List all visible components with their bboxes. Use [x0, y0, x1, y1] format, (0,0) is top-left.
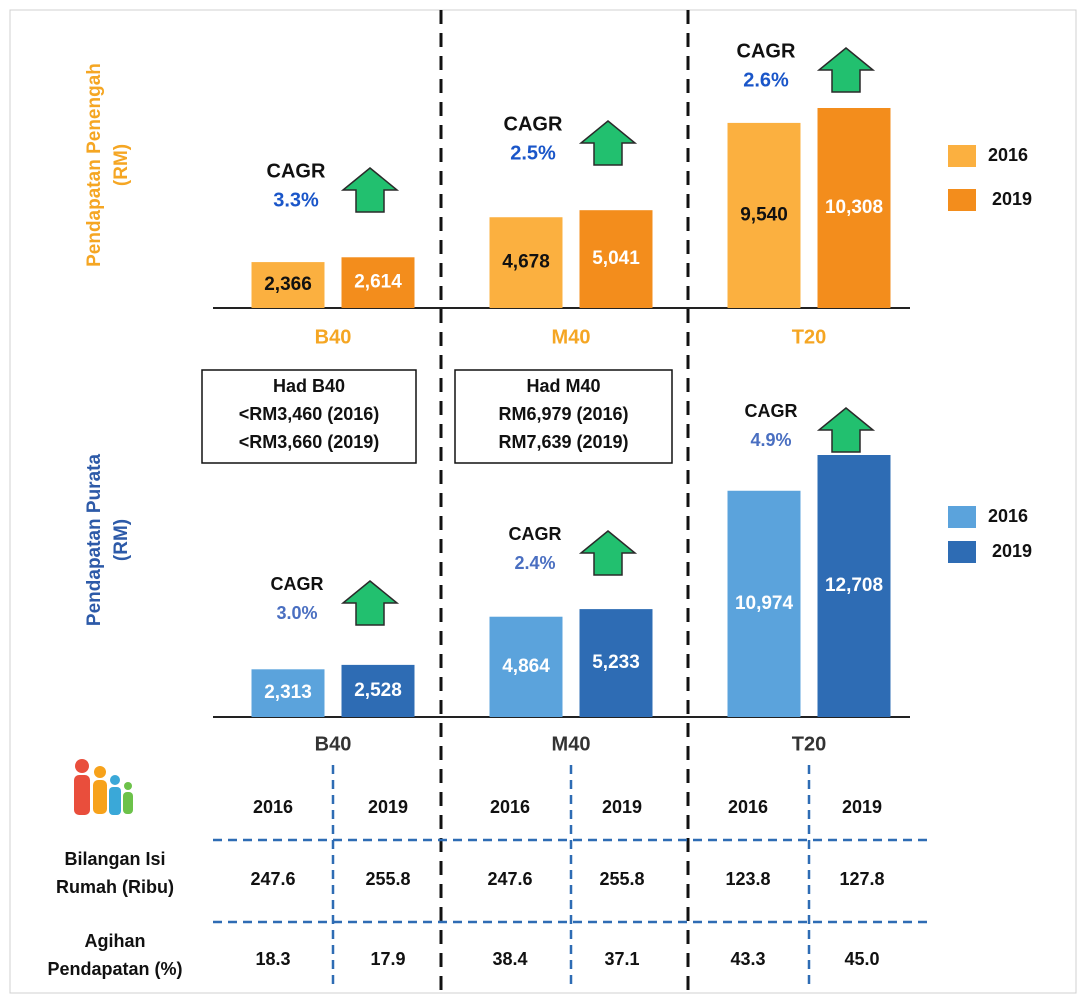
legend-swatch	[948, 189, 976, 211]
people-icon	[74, 759, 133, 815]
value-label: 2,366	[264, 274, 312, 295]
y-axis-title: Pendapatan Penengah	[84, 63, 105, 267]
table-cell: 247.6	[487, 869, 532, 889]
box-line: <RM3,660 (2019)	[239, 432, 380, 452]
value-label: 12,708	[825, 575, 883, 596]
up-arrow	[816, 47, 876, 93]
row-label: Rumah (Ribu)	[56, 877, 174, 897]
value-label: 5,233	[592, 652, 640, 673]
up-arrow	[340, 580, 400, 626]
category-label: T20	[792, 326, 826, 348]
value-label: 5,041	[592, 248, 640, 269]
category-label: B40	[315, 326, 352, 348]
bar	[489, 616, 563, 717]
table-header: 2016	[253, 797, 293, 817]
annotation-value: 2.5%	[510, 142, 556, 164]
row-label: Agihan	[85, 931, 146, 951]
table-cell: 18.3	[255, 949, 290, 969]
bar	[251, 262, 325, 308]
table-header: 2016	[728, 797, 768, 817]
bar	[341, 257, 415, 308]
legend-label: 2019	[992, 189, 1032, 209]
table-header: 2019	[602, 797, 642, 817]
bar	[727, 122, 801, 308]
legend-label: 2019	[992, 541, 1032, 561]
annotation-value: 3.0%	[276, 603, 317, 623]
box-title: Had B40	[273, 376, 345, 396]
value-label: 2,313	[264, 682, 312, 703]
table-cell: 37.1	[604, 949, 639, 969]
bar	[579, 609, 653, 717]
y-axis-title: Pendapatan Purata	[84, 454, 105, 627]
value-label: 2,528	[354, 680, 402, 701]
value-label: 9,540	[740, 204, 788, 225]
frame	[9, 9, 1077, 994]
box-line: RM7,639 (2019)	[498, 432, 628, 452]
box-line: <RM3,460 (2016)	[239, 404, 380, 424]
annotation-value: 3.3%	[273, 189, 319, 211]
value-label: 2,614	[354, 272, 402, 293]
bar	[817, 455, 891, 717]
legend-swatch	[948, 145, 976, 167]
y-axis-title: (RM)	[111, 144, 132, 186]
value-label: 10,308	[825, 197, 883, 218]
up-arrow	[578, 120, 638, 166]
legend-swatch	[948, 506, 976, 528]
annotation-label: CAGR	[504, 113, 563, 135]
annotation-label: CAGR	[271, 574, 324, 594]
table-cell: 45.0	[844, 949, 879, 969]
box-line: RM6,979 (2016)	[498, 404, 628, 424]
bar	[817, 108, 891, 308]
table-cell: 17.9	[370, 949, 405, 969]
annotation-value: 2.4%	[514, 553, 555, 573]
threshold-box	[454, 369, 673, 464]
bar	[251, 669, 325, 717]
annotation-label: CAGR	[745, 401, 798, 421]
up-arrow	[340, 167, 400, 213]
legend-label: 2016	[988, 145, 1028, 165]
bar	[727, 490, 801, 717]
annotation-value: 2.6%	[743, 69, 789, 91]
bar	[579, 210, 653, 308]
annotation-label: CAGR	[737, 40, 796, 62]
table-header: 2019	[368, 797, 408, 817]
legend-swatch	[948, 541, 976, 563]
table-cell: 255.8	[599, 869, 644, 889]
category-label: M40	[552, 733, 591, 755]
bar	[489, 217, 563, 308]
value-label: 4,864	[502, 656, 550, 677]
row-label: Bilangan Isi	[64, 849, 165, 869]
y-axis-title: (RM)	[111, 519, 132, 561]
table-cell: 127.8	[839, 869, 884, 889]
table-cell: 247.6	[250, 869, 295, 889]
threshold-box	[201, 369, 417, 464]
legend-label: 2016	[988, 506, 1028, 526]
category-label: B40	[315, 733, 352, 755]
up-arrow	[816, 407, 876, 453]
up-arrow	[578, 530, 638, 576]
annotation-label: CAGR	[267, 160, 326, 182]
annotation-value: 4.9%	[750, 430, 791, 450]
value-label: 10,974	[735, 593, 794, 614]
annotation-label: CAGR	[509, 524, 562, 544]
table-cell: 255.8	[365, 869, 410, 889]
category-label: T20	[792, 733, 826, 755]
bar	[341, 664, 415, 717]
table-cell: 123.8	[725, 869, 770, 889]
box-title: Had M40	[526, 376, 600, 396]
table-cell: 38.4	[492, 949, 527, 969]
value-label: 4,678	[502, 252, 550, 273]
table-header: 2016	[490, 797, 530, 817]
table-cell: 43.3	[730, 949, 765, 969]
table-header: 2019	[842, 797, 882, 817]
category-label: M40	[552, 326, 591, 348]
row-label: Pendapatan (%)	[47, 959, 182, 979]
